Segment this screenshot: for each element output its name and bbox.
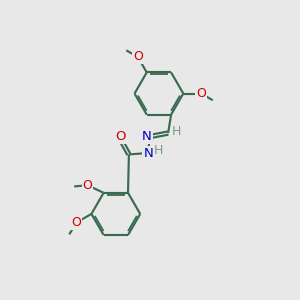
Text: O: O — [71, 216, 81, 229]
Text: H: H — [172, 125, 181, 138]
Text: O: O — [82, 179, 92, 192]
Text: O: O — [196, 87, 206, 100]
Text: N: N — [142, 130, 152, 143]
Text: O: O — [133, 50, 143, 64]
Text: O: O — [115, 130, 126, 142]
Text: N: N — [143, 147, 153, 160]
Text: H: H — [154, 143, 163, 157]
